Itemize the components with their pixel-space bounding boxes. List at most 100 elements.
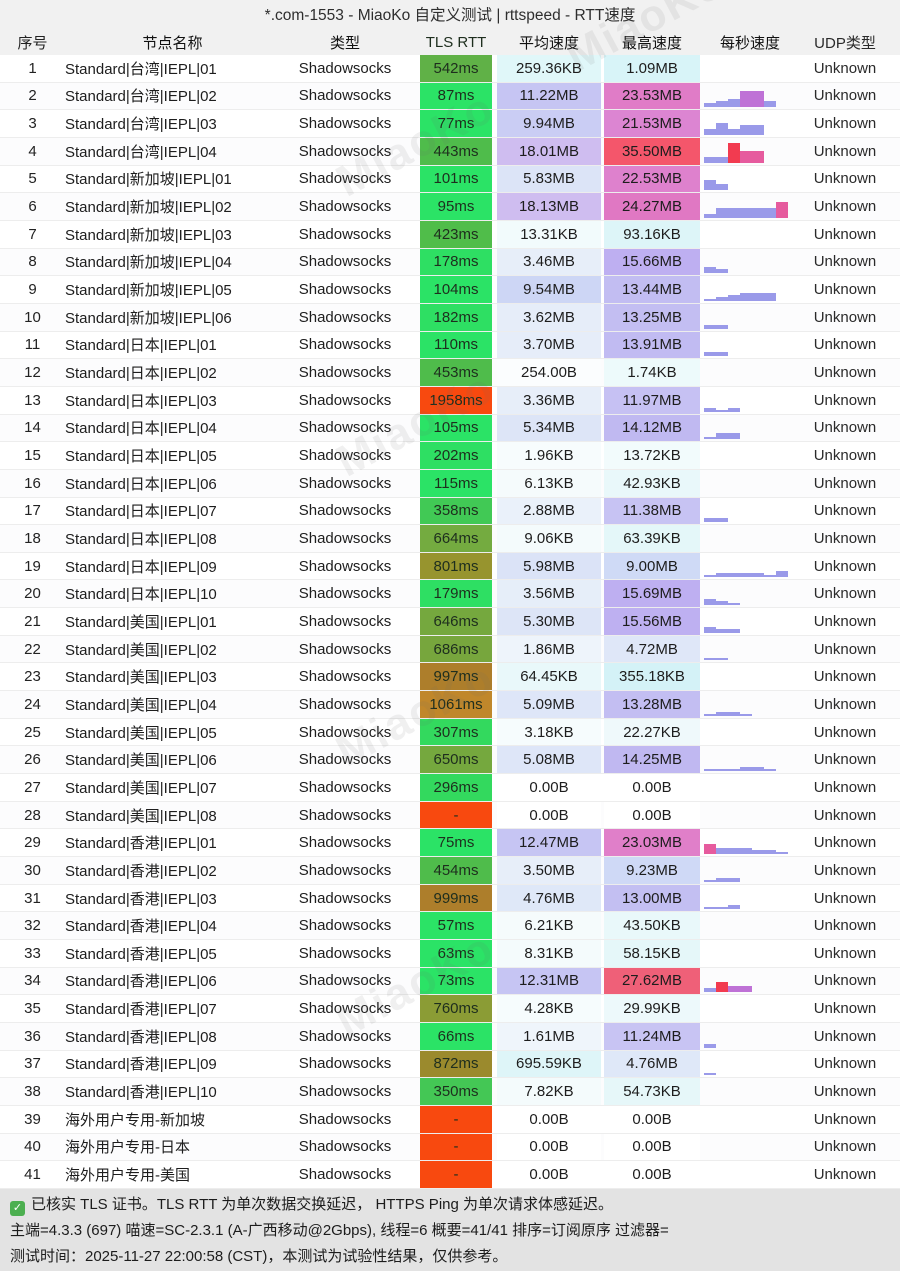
avg-speed-cell: 3.50MB (497, 857, 601, 884)
max-speed-cell: 13.72KB (604, 442, 700, 469)
node-type: Shadowsocks (298, 944, 392, 962)
column-header-avg-speed: 平均速度 (518, 35, 579, 52)
node-name: Standard|美国|IEPL|03 (65, 669, 217, 687)
speed-bar (704, 103, 716, 108)
node-name: Standard|香港|IEPL|02 (65, 862, 217, 880)
avg-speed-cell: 3.46MB (497, 248, 601, 276)
report-title: *.com-1553 - MiaoKo 自定义测试 | rttspeed - R… (0, 0, 900, 30)
avg-speed-cell: 12.47MB (497, 829, 601, 857)
max-speed-cell: 355.18KB (604, 663, 700, 691)
verified-check-icon: ✓ (10, 1201, 25, 1216)
node-name: Standard|美国|IEPL|08 (65, 807, 217, 825)
speed-bar (704, 180, 716, 191)
row-index: 20 (24, 585, 41, 603)
per-second-speed-chart (700, 885, 800, 912)
avg-speed-cell: 5.34MB (497, 414, 601, 442)
avg-speed-cell: 259.36KB (497, 55, 601, 82)
test-time-line: 测试时间：2025-11-27 22:00:58 (CST)，本测试为试验性结果… (10, 1248, 508, 1265)
tls-rtt-cell: 443ms (420, 137, 492, 165)
speed-bar (740, 573, 752, 578)
column-header-udp-type: UDP类型 (814, 35, 876, 52)
udp-type-cell: Unknown (813, 198, 877, 216)
avg-speed-cell: 64.45KB (497, 663, 601, 691)
node-name: Standard|香港|IEPL|01 (65, 835, 217, 853)
table-header: 序号 节点名称 类型 TLS RTT 平均速度 最高速度 每秒速度 UDP类型 (0, 30, 900, 55)
speed-bar (728, 142, 740, 163)
max-speed-cell: 9.00MB (604, 552, 700, 580)
max-speed-cell: 0.00B (604, 1133, 700, 1161)
speed-bar (704, 156, 716, 163)
table-row: 15 Standard|日本|IEPL|05 Shadowsocks 202ms… (0, 442, 900, 470)
speed-bar (704, 769, 716, 772)
per-second-speed-chart (700, 304, 800, 331)
per-second-speed-chart (700, 1106, 800, 1133)
speed-bar (752, 124, 764, 135)
table-row: 41 海外用户专用-美国 Shadowsocks - 0.00B 0.00B U… (0, 1161, 900, 1189)
table-row: 7 Standard|新加坡|IEPL|03 Shadowsocks 423ms… (0, 220, 900, 249)
tls-rtt-cell: 999ms (420, 884, 492, 912)
table-row: 39 海外用户专用-新加坡 Shadowsocks - 0.00B 0.00B … (0, 1105, 900, 1134)
max-speed-cell: 14.25MB (604, 746, 700, 774)
max-speed-cell: 22.27KB (604, 718, 700, 746)
node-name: Standard|香港|IEPL|06 (65, 973, 217, 991)
per-second-speed-chart (700, 110, 800, 137)
avg-speed-cell: 9.94MB (497, 110, 601, 137)
udp-type-cell: Unknown (813, 308, 877, 326)
max-speed-cell: 54.73KB (604, 1078, 700, 1105)
tls-rtt-cell: 296ms (420, 774, 492, 801)
node-type: Shadowsocks (298, 281, 392, 299)
row-index: 33 (24, 944, 41, 962)
speed-bar (776, 852, 788, 855)
tls-rtt-cell: 760ms (420, 995, 492, 1022)
udp-type-cell: Unknown (813, 281, 877, 299)
tls-rtt-cell: 95ms (420, 193, 492, 220)
udp-type-cell: Unknown (813, 834, 877, 852)
row-index: 38 (24, 1083, 41, 1101)
node-type: Shadowsocks (298, 1055, 392, 1073)
avg-speed-cell: 3.18KB (497, 718, 601, 746)
speed-bar (716, 877, 728, 882)
node-type: Shadowsocks (298, 972, 392, 990)
udp-type-cell: Unknown (813, 695, 877, 713)
udp-type-cell: Unknown (813, 336, 877, 354)
per-second-speed-chart (700, 83, 800, 110)
max-speed-cell: 0.00B (604, 1105, 700, 1133)
speed-bar (704, 575, 716, 578)
node-type: Shadowsocks (298, 336, 392, 354)
node-type: Shadowsocks (298, 778, 392, 796)
avg-speed-cell: 7.82KB (497, 1078, 601, 1105)
node-type: Shadowsocks (298, 806, 392, 824)
per-second-speed-chart (700, 525, 800, 552)
tls-rtt-cell: 454ms (420, 857, 492, 884)
per-second-speed-chart (700, 442, 800, 469)
table-row: 21 Standard|美国|IEPL|01 Shadowsocks 646ms… (0, 608, 900, 636)
per-second-speed-chart (700, 857, 800, 884)
row-index: 16 (24, 474, 41, 492)
per-second-speed-chart (700, 193, 800, 220)
avg-speed-cell: 0.00B (497, 1161, 601, 1188)
max-speed-cell: 42.93KB (604, 469, 700, 497)
node-type: Shadowsocks (298, 87, 392, 105)
speed-bar (752, 850, 764, 855)
per-second-speed-chart (700, 802, 800, 829)
row-index: 39 (24, 1110, 41, 1128)
row-index: 3 (28, 115, 37, 133)
max-speed-cell: 29.99KB (604, 995, 700, 1022)
row-index: 22 (24, 640, 41, 658)
udp-type-cell: Unknown (813, 253, 877, 271)
per-second-speed-chart (700, 221, 800, 248)
tls-rtt-cell: 202ms (420, 442, 492, 469)
speed-bar (728, 433, 740, 440)
node-name: Standard|香港|IEPL|03 (65, 890, 217, 908)
speed-bar (764, 101, 776, 108)
speed-bar (716, 711, 728, 716)
avg-speed-cell: 8.31KB (497, 940, 601, 967)
node-name: Standard|香港|IEPL|04 (65, 918, 217, 936)
speed-bar (716, 352, 728, 357)
per-second-speed-chart (700, 1051, 800, 1078)
udp-type-cell: Unknown (813, 502, 877, 520)
node-type: Shadowsocks (298, 59, 392, 77)
per-second-speed-chart (700, 1134, 800, 1161)
per-second-speed-chart (700, 55, 800, 82)
speed-bar (716, 573, 728, 578)
